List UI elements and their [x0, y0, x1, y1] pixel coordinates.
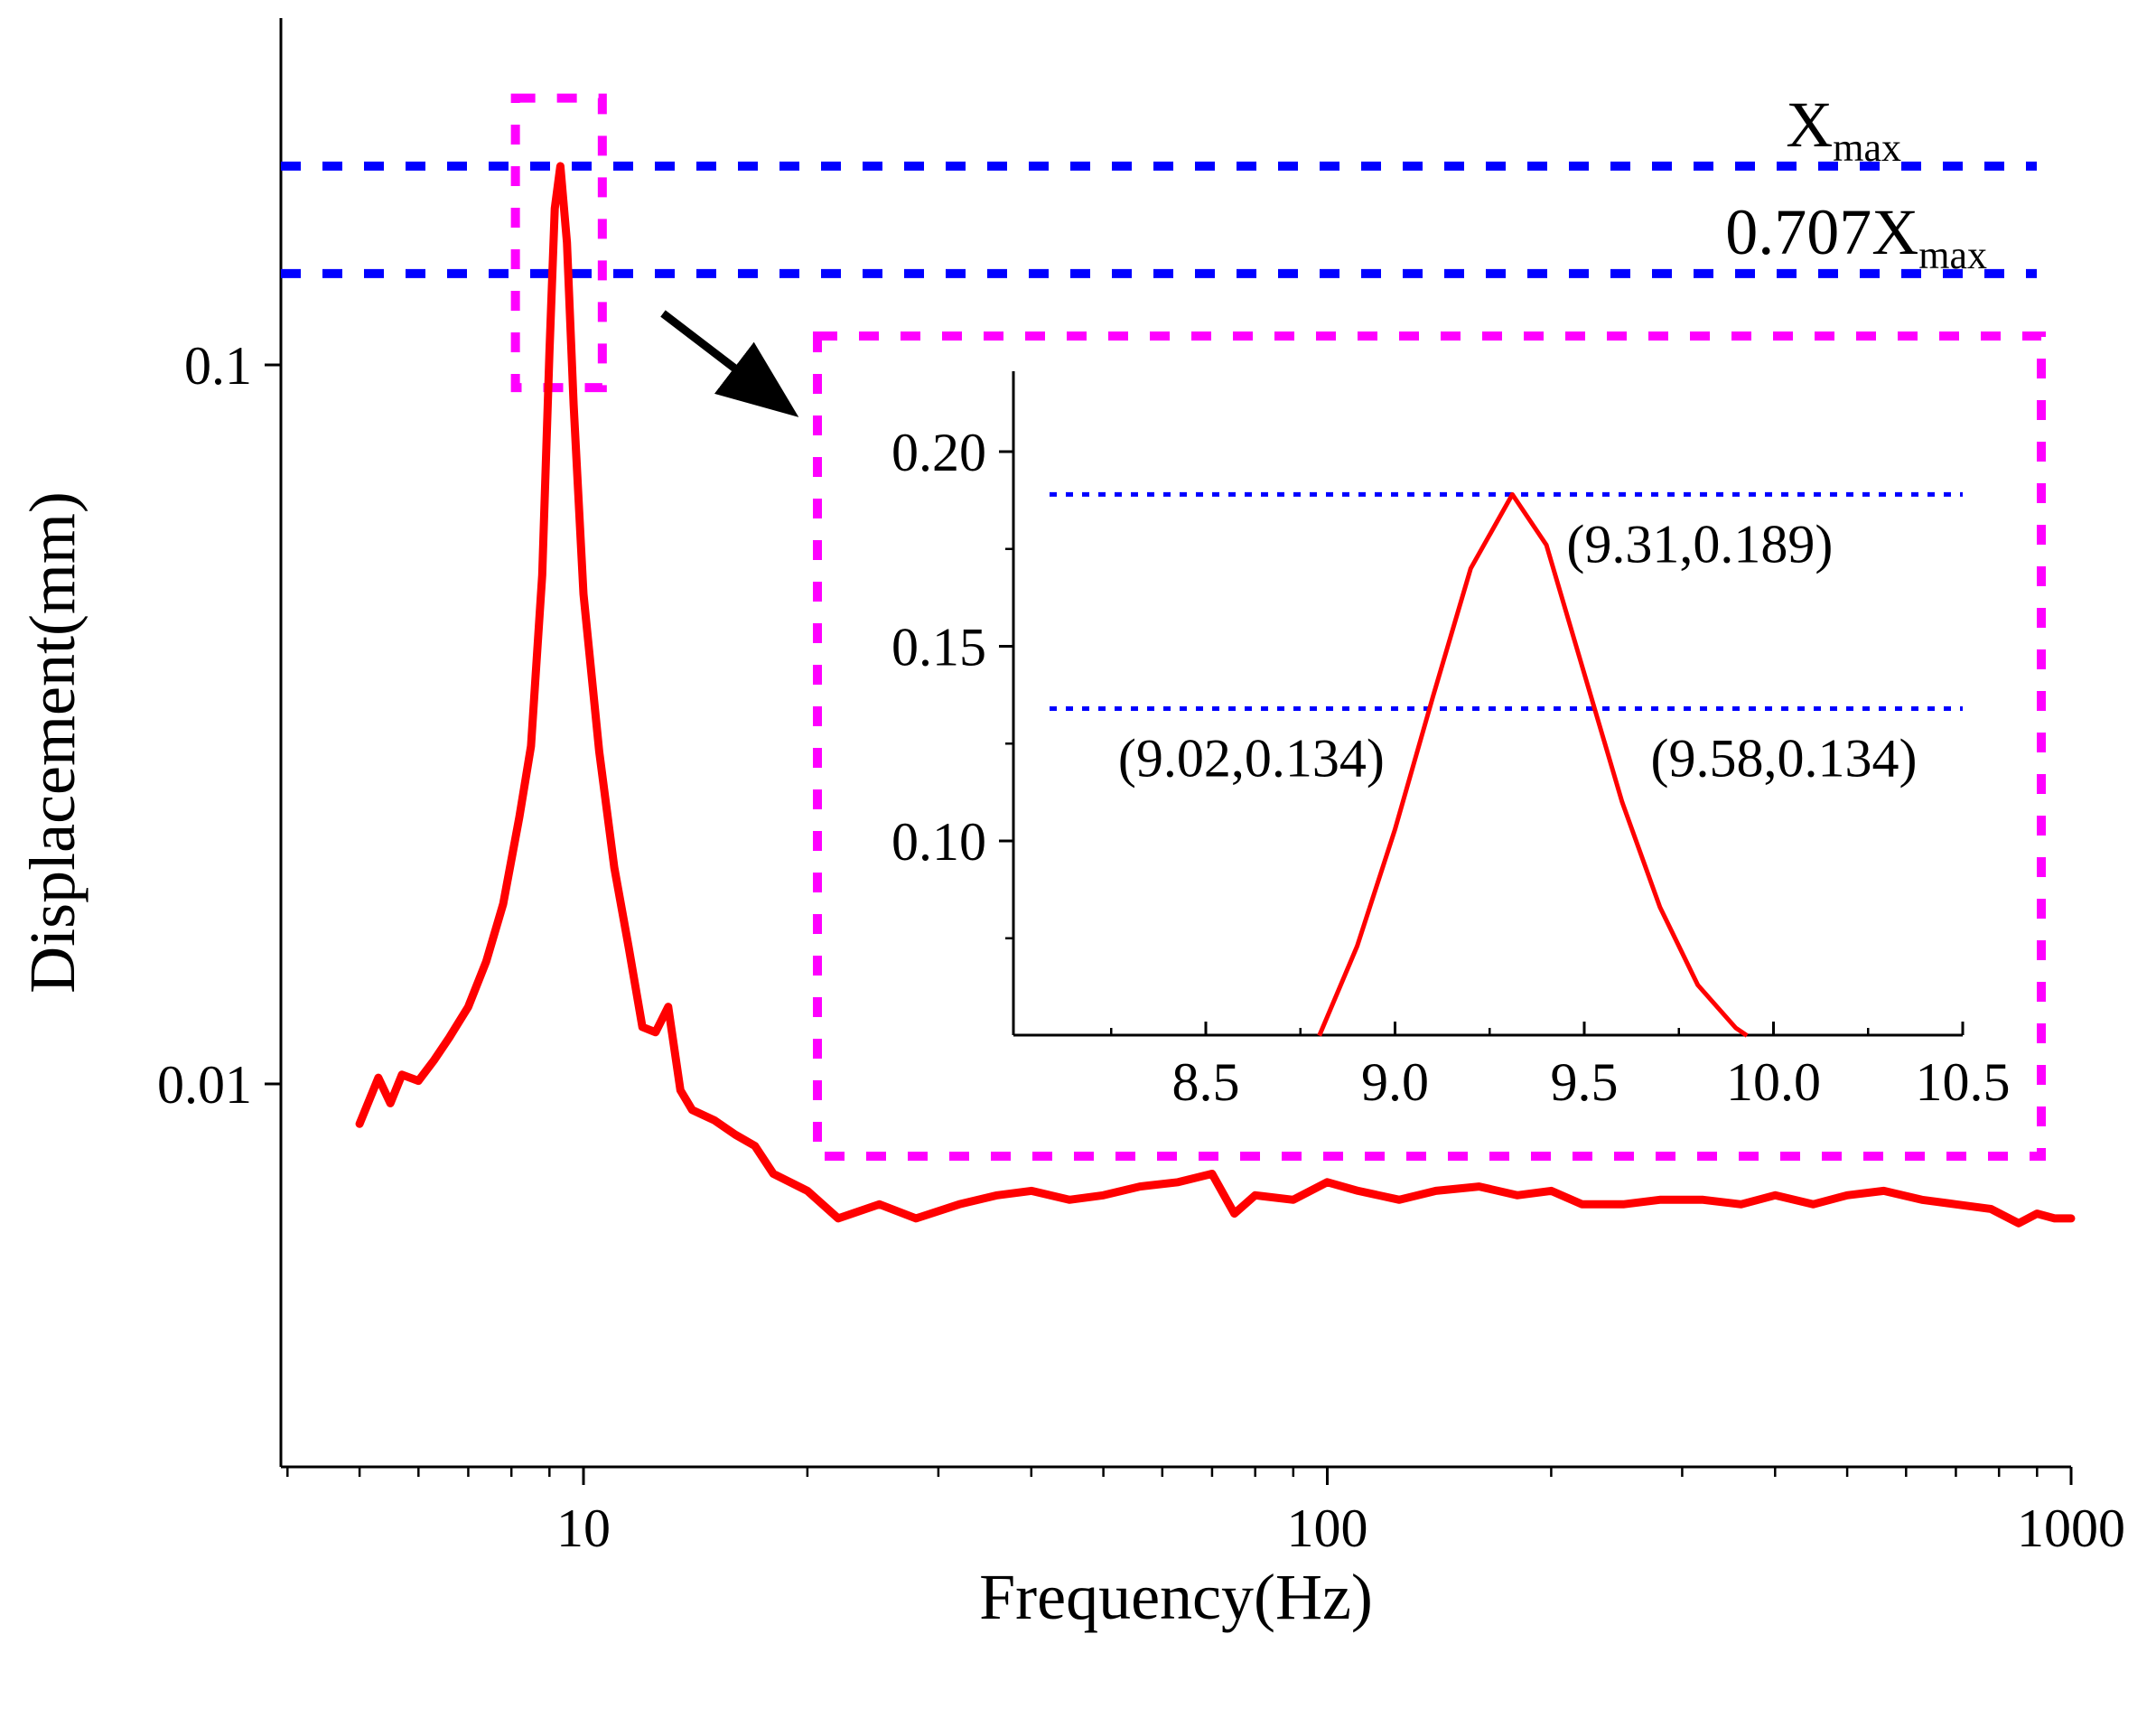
inset-x-tick-label: 9.5: [1551, 1052, 1619, 1112]
inset-x-tick-label: 8.5: [1172, 1052, 1240, 1112]
y-axis-title: Displacement(mm): [16, 491, 89, 994]
inset-y-tick-label: 0.15: [891, 618, 986, 677]
reference-label-base: 0.707X: [1725, 196, 1918, 268]
main-plot: 10 100 1000 0.1 0.01 Frequency(Hz) Displacemen…: [16, 18, 2125, 1633]
reference-label-subscript: max: [1833, 126, 1901, 170]
inset-x-tick-label: 10.5: [1916, 1052, 2011, 1112]
inset-plot: 8.5 9.0 9.5 10.0 10.5 0.10 0.15 0.20 (9.31,0.189…: [813, 331, 2046, 1161]
inset-x-tick-label: 10.0: [1726, 1052, 1821, 1112]
zoom-highlight-box: [510, 93, 607, 393]
x-axis-title: Frequency(Hz): [979, 1561, 1373, 1633]
inset-y-tick-label: 0.20: [891, 423, 986, 482]
x-tick-label: 100: [1287, 1499, 1368, 1558]
reference-label-base: X: [1786, 89, 1833, 161]
inset-point-annotation: (9.31,0.189): [1566, 514, 1833, 574]
series-line-displacement: [355, 162, 2076, 1228]
y-tick-label: 0.1: [184, 336, 252, 396]
inset-point-annotation: (9.58,0.134): [1651, 728, 1918, 788]
inset-point-annotation: (9.02,0.134): [1118, 728, 1385, 788]
inset-y-tick-label: 0.10: [891, 812, 986, 872]
reference-line-label: Xmax: [1786, 89, 1901, 170]
inset-series-line: [1317, 491, 1749, 1038]
y-tick-label: 0.01: [157, 1055, 252, 1115]
reference-label-subscript: max: [1918, 233, 1987, 277]
x-tick-label: 1000: [2017, 1499, 2125, 1558]
reference-line-label: 0.707Xmax: [1725, 196, 1987, 277]
x-tick-label: 10: [556, 1499, 611, 1558]
zoom-arrow: [660, 310, 799, 417]
inset-x-tick-label: 9.0: [1361, 1052, 1429, 1112]
inset-frame: [813, 331, 2046, 1161]
